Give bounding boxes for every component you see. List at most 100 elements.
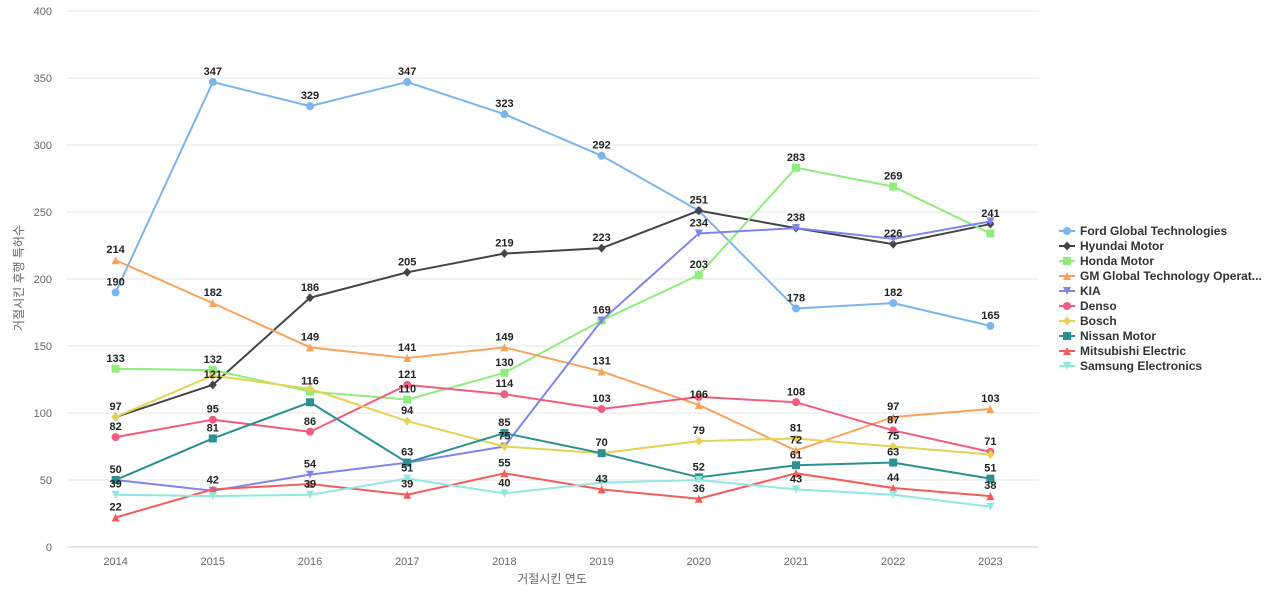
data-point <box>111 513 120 522</box>
data-label: 347 <box>398 66 416 78</box>
legend-marker <box>1063 272 1071 280</box>
data-label: 42 <box>207 475 219 487</box>
data-point <box>792 446 800 455</box>
data-label: 103 <box>981 393 999 405</box>
data-label: 234 <box>690 217 709 229</box>
legend-label: Ford Global Technologies <box>1080 224 1227 238</box>
series-line <box>114 401 992 481</box>
data-point <box>500 368 509 377</box>
legend-item[interactable]: Mitsubishi Electric <box>1059 344 1186 358</box>
series-0 <box>111 78 995 330</box>
data-label: 149 <box>301 331 319 343</box>
legend-item[interactable]: Nissan Motor <box>1059 329 1156 343</box>
data-point <box>306 490 314 499</box>
legend-item[interactable]: Denso <box>1059 299 1117 313</box>
gridlines <box>67 10 1039 548</box>
data-point <box>403 474 412 483</box>
data-point <box>986 217 995 226</box>
data-point <box>208 370 217 380</box>
legend-item[interactable]: Honda Motor <box>1059 254 1154 268</box>
data-point <box>403 416 412 426</box>
data-point <box>986 321 995 330</box>
legend-item[interactable]: Bosch <box>1059 314 1117 328</box>
data-point <box>111 476 120 484</box>
legend-item[interactable]: KIA <box>1059 284 1101 298</box>
data-point <box>792 224 800 233</box>
data-label: 44 <box>887 472 900 484</box>
legend-item[interactable]: Samsung Electronics <box>1059 359 1202 373</box>
data-label: 75 <box>498 431 510 443</box>
data-point <box>208 485 217 494</box>
data-label: 36 <box>693 483 705 495</box>
legend-marker <box>1063 316 1071 326</box>
legend-item[interactable]: Ford Global Technologies <box>1059 224 1227 238</box>
data-label: 329 <box>301 90 319 102</box>
legend-marker <box>1063 302 1071 310</box>
y-tick-label: 200 <box>34 274 52 286</box>
data-label: 219 <box>495 238 513 250</box>
data-point <box>597 243 606 253</box>
data-point <box>403 395 412 404</box>
data-label: 81 <box>790 422 802 434</box>
data-label: 121 <box>204 369 222 381</box>
series <box>111 78 995 522</box>
data-point <box>111 364 120 373</box>
data-label: 182 <box>204 287 222 299</box>
series-line <box>114 472 992 519</box>
data-point <box>694 476 703 484</box>
legend-item[interactable]: Hyundai Motor <box>1059 239 1164 253</box>
legend-item[interactable]: GM Global Technology Operat... <box>1059 269 1262 283</box>
data-label: 103 <box>592 393 610 405</box>
data-point <box>597 449 606 458</box>
data-label: 39 <box>401 479 413 491</box>
data-point <box>694 494 703 503</box>
y-tick-label: 350 <box>34 73 52 85</box>
data-point <box>208 380 217 390</box>
data-label: 141 <box>398 342 416 354</box>
data-point <box>889 458 898 467</box>
data-point <box>403 78 412 87</box>
data-point <box>792 163 800 172</box>
data-point <box>792 433 800 443</box>
x-tick-label: 2023 <box>978 556 1002 568</box>
y-tick-label: 300 <box>34 140 52 152</box>
data-point <box>208 299 217 308</box>
x-tick-label: 2019 <box>589 556 613 568</box>
data-point <box>986 404 995 413</box>
legend-label: Bosch <box>1080 314 1117 328</box>
series-7 <box>111 398 995 484</box>
data-label: 131 <box>592 355 610 367</box>
legend-label: GM Global Technology Operat... <box>1080 269 1262 283</box>
data-label: 133 <box>106 353 124 365</box>
series-line <box>114 374 992 456</box>
data-label: 132 <box>204 354 222 366</box>
data-label: 190 <box>106 276 124 288</box>
series-3 <box>111 256 995 455</box>
legend-marker <box>1063 347 1071 355</box>
data-label: 95 <box>207 404 219 416</box>
data-point <box>403 380 412 389</box>
data-point <box>889 426 898 435</box>
data-point <box>111 256 120 265</box>
data-label: 165 <box>981 310 999 322</box>
data-point <box>986 474 995 483</box>
data-label: 110 <box>398 384 416 396</box>
data-label: 51 <box>984 463 996 475</box>
data-label: 39 <box>109 479 121 491</box>
data-point <box>889 413 898 422</box>
data-label: 38 <box>984 480 996 492</box>
data-label: 63 <box>401 447 413 459</box>
data-point <box>500 429 509 438</box>
data-label: 61 <box>790 449 802 461</box>
data-label: 85 <box>498 417 510 429</box>
data-point <box>694 206 703 216</box>
x-tick-label: 2021 <box>784 556 808 568</box>
y-axis-title: 거절시킨 후행 특허수 <box>11 225 26 331</box>
data-point <box>889 239 898 249</box>
legend-marker <box>1063 287 1071 295</box>
legend-label: Denso <box>1080 299 1117 313</box>
data-point <box>694 270 703 279</box>
data-point <box>500 249 509 259</box>
